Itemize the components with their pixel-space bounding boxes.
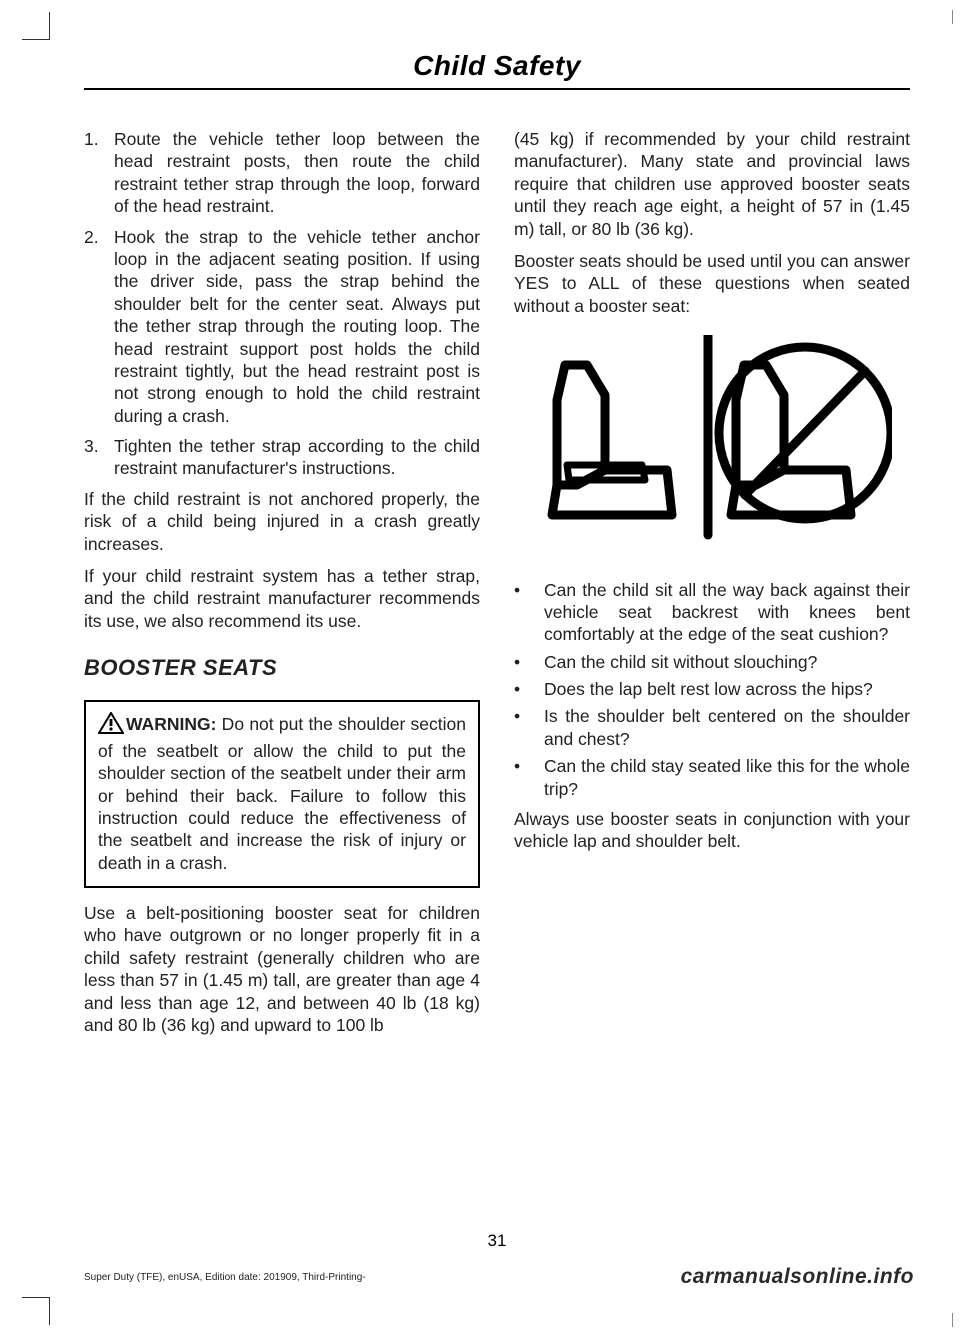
step-number: 2. xyxy=(84,226,114,428)
left-column: 1. Route the vehicle tether loop between… xyxy=(84,128,480,1036)
two-column-layout: 1. Route the vehicle tether loop between… xyxy=(84,128,910,1036)
step-2: 2. Hook the strap to the vehicle tether … xyxy=(84,226,480,428)
booster-seat-figure xyxy=(514,335,910,550)
bullet-mark: • xyxy=(514,651,544,673)
warning-text: Do not put the shoulder section of the s… xyxy=(98,714,466,872)
bullet-text: Can the child sit all the way back again… xyxy=(544,579,910,646)
footer-left: Super Duty (TFE), enUSA, Edition date: 2… xyxy=(84,1272,366,1283)
footer-watermark: carmanualsonline.info xyxy=(681,1265,914,1289)
bullet-item: • Can the child stay seated like this fo… xyxy=(514,755,910,800)
header-rule xyxy=(84,88,910,90)
page-title: Child Safety xyxy=(84,50,910,88)
right-column: (45 kg) if recommended by your child res… xyxy=(514,128,910,1036)
paragraph: Always use booster seats in conjunction … xyxy=(514,808,910,853)
step-3: 3. Tighten the tether strap according to… xyxy=(84,435,480,480)
bullet-text: Is the shoulder belt centered on the sho… xyxy=(544,705,910,750)
bullet-mark: • xyxy=(514,678,544,700)
bullet-text: Does the lap belt rest low across the hi… xyxy=(544,678,910,700)
page-number: 31 xyxy=(84,1231,910,1251)
warning-label: WARNING: xyxy=(126,714,216,734)
page-content: Child Safety 1. Route the vehicle tether… xyxy=(84,50,910,1287)
paragraph: Booster seats should be used until you c… xyxy=(514,250,910,317)
bullet-mark: • xyxy=(514,755,544,800)
bullet-text: Can the child sit without slouching? xyxy=(544,651,910,673)
step-1: 1. Route the vehicle tether loop between… xyxy=(84,128,480,218)
step-text: Hook the strap to the vehicle tether anc… xyxy=(114,226,480,428)
bullet-text: Can the child stay seated like this for … xyxy=(544,755,910,800)
paragraph: If the child restraint is not anchored p… xyxy=(84,488,480,555)
step-number: 3. xyxy=(84,435,114,480)
step-text: Tighten the tether strap according to th… xyxy=(114,435,480,480)
bullet-item: • Is the shoulder belt centered on the s… xyxy=(514,705,910,750)
bullet-item: • Can the child sit all the way back aga… xyxy=(514,579,910,646)
section-heading: BOOSTER SEATS xyxy=(84,654,480,682)
paragraph: (45 kg) if recommended by your child res… xyxy=(514,128,910,240)
step-text: Route the vehicle tether loop between th… xyxy=(114,128,480,218)
bullet-mark: • xyxy=(514,579,544,646)
bullet-mark: • xyxy=(514,705,544,750)
paragraph: If your child restraint system has a tet… xyxy=(84,565,480,632)
bullet-item: • Does the lap belt rest low across the … xyxy=(514,678,910,700)
warning-icon xyxy=(98,712,124,739)
step-number: 1. xyxy=(84,128,114,218)
warning-box: WARNING: Do not put the shoulder section… xyxy=(84,700,480,888)
paragraph: Use a belt-positioning booster seat for … xyxy=(84,902,480,1036)
bullet-item: • Can the child sit without slouching? xyxy=(514,651,910,673)
